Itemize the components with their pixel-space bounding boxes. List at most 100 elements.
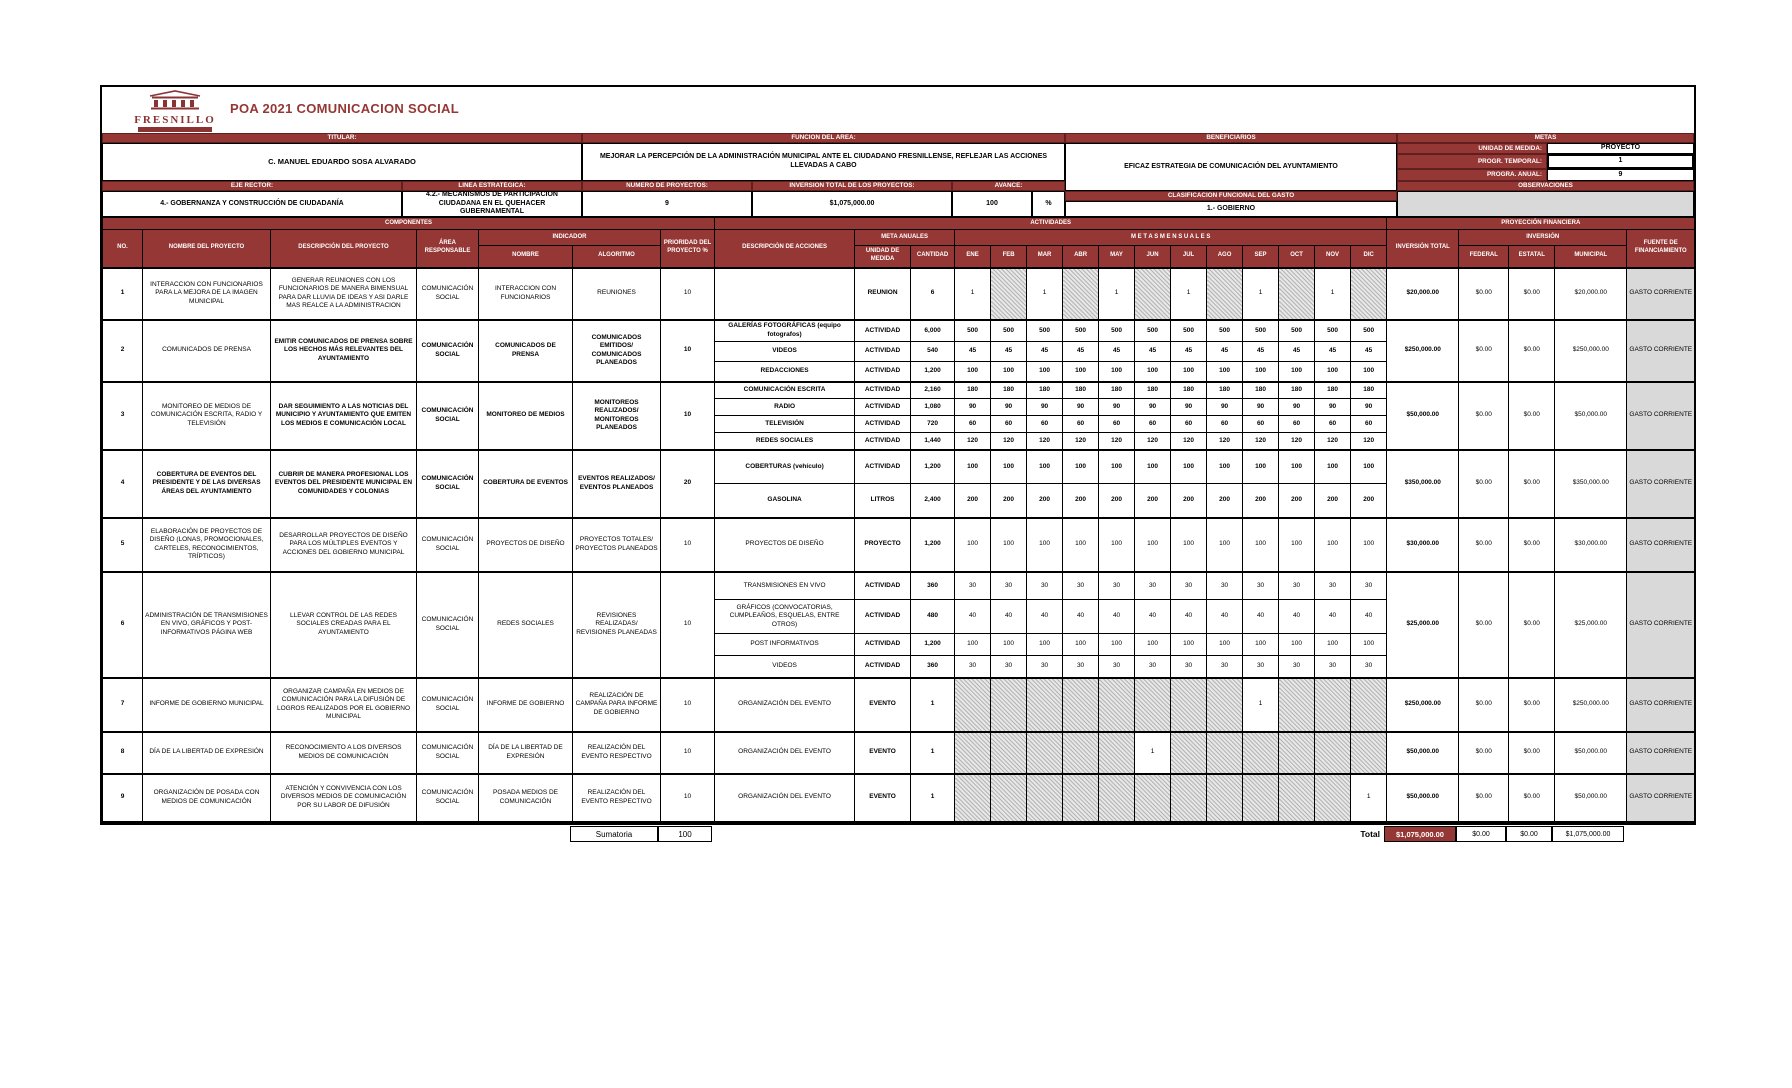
col-federal: FEDERAL: [1458, 245, 1510, 268]
cell-indicador-nombre: COMUNICADOS DE PRENSA: [478, 318, 573, 382]
cell-month-jul: 100: [1170, 361, 1208, 382]
cell-month-ago: [1206, 772, 1244, 823]
cell-month-jul: 500: [1170, 318, 1208, 342]
cell-month-ago: 100: [1206, 516, 1244, 572]
cell-month-feb: 45: [990, 341, 1028, 362]
cell-descripcion-proyecto: DAR SEGUIMIENTO A LAS NOTICIAS DEL MUNIC…: [270, 380, 417, 450]
cell-month-may: 200: [1098, 483, 1136, 518]
cell-month-feb: 100: [990, 361, 1028, 382]
cell-month-jul: [1170, 772, 1208, 823]
cell-federal: $0.00: [1458, 516, 1510, 572]
clasificacion-band: CLASIFICACIÓN FUNCIONAL DEL GASTO: [1065, 191, 1397, 201]
cell-month-may: 100: [1098, 516, 1136, 572]
band-meta-anuales: META ANUALES: [854, 229, 956, 246]
cell-month-dic: 200: [1350, 483, 1388, 518]
cell-month-jun: [1134, 676, 1172, 732]
cell-nombre-proyecto: ORGANIZACIÓN DE POSADA CON MEDIOS DE COM…: [142, 772, 271, 823]
cell-month-jul: [1170, 676, 1208, 732]
band-actividades: ACTIVIDADES: [714, 217, 1388, 230]
cell-unidad-medida: ACTIVIDAD: [854, 655, 912, 678]
avance-band: AVANCE:: [952, 181, 1065, 191]
cell-cantidad: 6: [910, 266, 956, 320]
cell-accion-descripcion: TELEVISIÓN: [714, 415, 856, 433]
cell-municipal: $50,000.00: [1554, 380, 1628, 450]
cell-month-abr: [1062, 266, 1100, 320]
cell-month-mar: 45: [1026, 341, 1064, 362]
cell-month-dic: 1: [1350, 772, 1388, 823]
cell-month-ene: 1: [954, 266, 992, 320]
cell-month-nov: [1314, 676, 1352, 732]
cell-month-oct: 90: [1278, 398, 1316, 416]
cell-accion-descripcion: TRANSMISIONES EN VIVO: [714, 570, 856, 600]
sheet-footer: Sumatoria 100 Total $1,075,000.00 $0.00 …: [100, 826, 1692, 844]
cell-month-jul: 45: [1170, 341, 1208, 362]
cell-month-oct: [1278, 266, 1316, 320]
cell-month-dic: 45: [1350, 341, 1388, 362]
cell-prioridad: 10: [659, 730, 716, 774]
cell-area-responsable: COMUNICACIÓN SOCIAL: [416, 570, 479, 678]
col-area-responsable: ÁREA RESPONSABLE: [416, 229, 479, 268]
cell-month-jun: 100: [1134, 448, 1172, 484]
cell-estatal: $0.00: [1508, 772, 1556, 823]
cell-month-mar: [1026, 676, 1064, 732]
cell-month-jun: 40: [1134, 599, 1172, 634]
cell-fuente-financiamiento: GASTO CORRIENTE: [1626, 448, 1696, 518]
cell-month-sep: 1: [1242, 266, 1280, 320]
cell-cantidad: 1,200: [910, 633, 956, 656]
observaciones-band: OBSERVACIONES: [1397, 181, 1694, 191]
cell-month-dic: 60: [1350, 415, 1388, 433]
cell-month-abr: 30: [1062, 570, 1100, 600]
cell-unidad-medida: REUNION: [854, 266, 912, 320]
cell-month-abr: 100: [1062, 361, 1100, 382]
cell-month-mar: [1026, 730, 1064, 774]
cell-month-jun: 100: [1134, 361, 1172, 382]
cell-prioridad: 10: [659, 516, 716, 572]
cell-month-dic: 30: [1350, 570, 1388, 600]
cell-month-may: 1: [1098, 266, 1136, 320]
cell-month-ene: 100: [954, 516, 992, 572]
cell-municipal: $30,000.00: [1554, 516, 1628, 572]
cell-estatal: $0.00: [1508, 318, 1556, 382]
cell-month-mar: 200: [1026, 483, 1064, 518]
titular-value: C. MANUEL EDUARDO SOSA ALVARADO: [102, 143, 582, 181]
cell-month-sep: 500: [1242, 318, 1280, 342]
cell-month-jun: 100: [1134, 633, 1172, 656]
cell-month-feb: 30: [990, 570, 1028, 600]
cell-month-ago: 100: [1206, 633, 1244, 656]
cell-accion-descripcion: GASOLINA: [714, 483, 856, 518]
cell-month-ago: 45: [1206, 341, 1244, 362]
cell-month-feb: 100: [990, 448, 1028, 484]
cell-month-nov: 200: [1314, 483, 1352, 518]
cell-month-oct: [1278, 772, 1316, 823]
cell-month-oct: 500: [1278, 318, 1316, 342]
col-nombre-proyecto: NOMBRE DEL PROYECTO: [142, 229, 271, 268]
cell-month-may: 90: [1098, 398, 1136, 416]
col-month-nov: NOV: [1314, 245, 1352, 268]
cell-month-mar: 100: [1026, 361, 1064, 382]
band-inversion: INVERSIÓN: [1458, 229, 1628, 246]
cell-fuente-financiamiento: GASTO CORRIENTE: [1626, 730, 1696, 774]
total-inversion: $1,075,000.00: [1384, 826, 1456, 842]
cell-prioridad: 20: [659, 448, 716, 518]
logo-row: FRESNILLO POA 2021 COMUNICACION SOCIAL: [102, 87, 1694, 133]
col-algoritmo: ALGORITMO: [572, 245, 661, 268]
cell-month-jul: 1: [1170, 266, 1208, 320]
cell-month-jul: 40: [1170, 599, 1208, 634]
cell-month-may: 100: [1098, 633, 1136, 656]
cell-month-oct: 30: [1278, 570, 1316, 600]
cell-unidad-medida: ACTIVIDAD: [854, 415, 912, 433]
cell-month-may: 120: [1098, 432, 1136, 450]
cell-month-oct: 45: [1278, 341, 1316, 362]
cell-month-may: 100: [1098, 361, 1136, 382]
cell-unidad-medida: ACTIVIDAD: [854, 599, 912, 634]
cell-unidad-medida: EVENTO: [854, 676, 912, 732]
unidad-medida-label: UNIDAD DE MEDIDA:: [1397, 143, 1547, 154]
cell-fuente-financiamiento: GASTO CORRIENTE: [1626, 318, 1696, 382]
cell-unidad-medida: ACTIVIDAD: [854, 432, 912, 450]
cell-month-jul: 30: [1170, 570, 1208, 600]
clasificacion-value: 1.- GOBIERNO: [1065, 201, 1397, 217]
col-descripcion-acciones: DESCRIPCIÓN DE ACCIONES: [714, 229, 856, 268]
cell-month-oct: 30: [1278, 655, 1316, 678]
cell-estatal: $0.00: [1508, 448, 1556, 518]
beneficiarios-value: EFICAZ ESTRATEGIA DE COMUNICACIÓN DEL AY…: [1065, 143, 1397, 191]
